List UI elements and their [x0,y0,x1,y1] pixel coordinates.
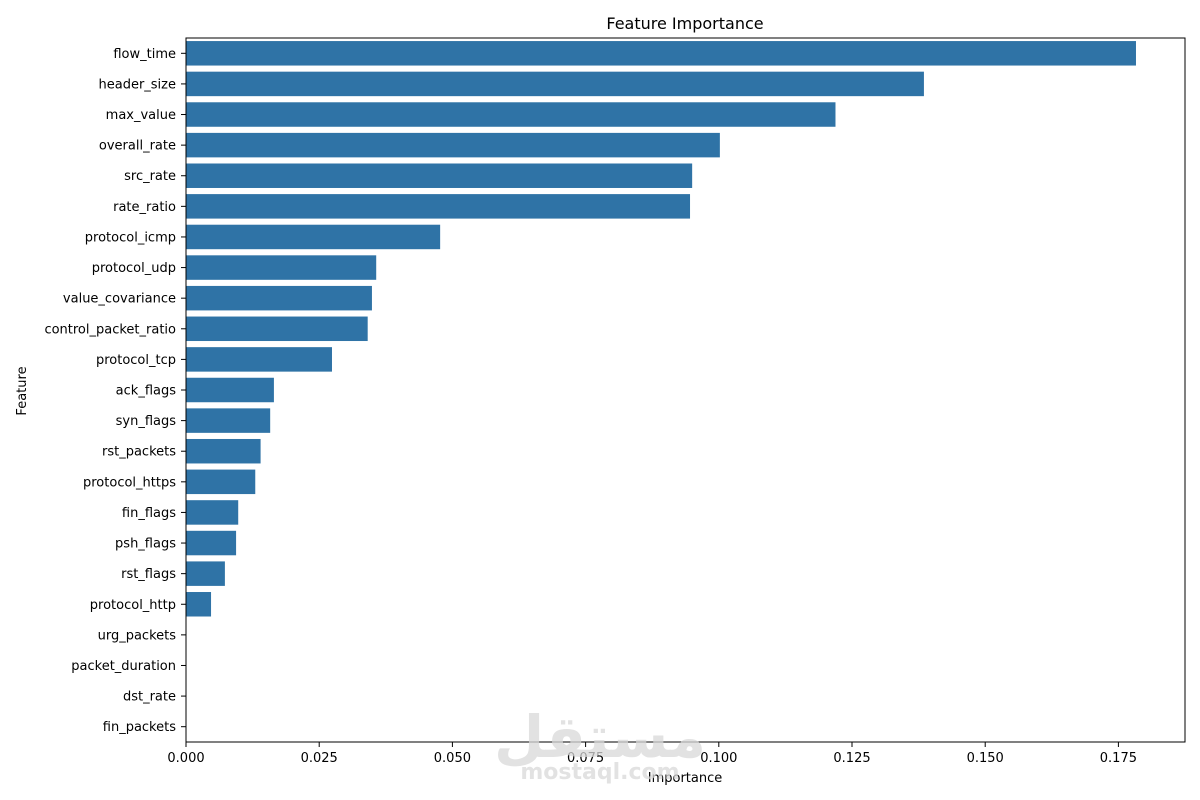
bar-header_size [186,71,924,97]
y-tick-label: fin_packets [103,720,176,735]
y-tick-label: src_rate [124,169,176,184]
x-tick-label: 0.000 [167,751,204,766]
bar-protocol_http [186,592,212,617]
x-tick-label: 0.075 [567,751,604,766]
y-tick-label: control_packet_ratio [44,322,176,337]
chart-title: Feature Importance [606,14,763,33]
y-tick-label: fin_flags [122,506,176,521]
bar-protocol_udp [186,255,377,280]
y-tick-label: rate_ratio [113,200,176,215]
y-tick-label: syn_flags [116,414,177,429]
plot-frame [185,37,1186,743]
bar-overall_rate [186,132,720,158]
y-tick-label: header_size [98,77,176,92]
bar-syn_flags [186,408,271,433]
x-tick-label: 0.150 [967,751,1004,766]
x-tick-label: 0.025 [301,751,338,766]
y-tick-label: flow_time [113,47,176,62]
bar-rate_ratio [186,194,691,219]
watermark-logo: مستقل mostaql.com [494,703,706,785]
y-tick-label: psh_flags [115,537,176,552]
bar-protocol_tcp [186,347,332,372]
y-tick-label: ack_flags [116,384,177,399]
y-tick-label: protocol_https [83,475,176,490]
y-tick-label: urg_packets [98,628,177,643]
bar-protocol_https [186,469,256,495]
x-tick-label: 0.175 [1100,751,1137,766]
y-tick-label: max_value [106,108,176,123]
y-tick-label: protocol_http [90,598,176,613]
watermark-latin: mostaql.com [520,760,679,785]
bars-group [186,41,1136,617]
y-tick-label: protocol_icmp [85,230,176,245]
y-axis-ticks: flow_time header_size max_value overall_rat… [44,47,186,735]
bar-rst_packets [186,438,261,464]
bar-value_covariance [186,285,372,311]
x-tick-label: 0.125 [833,751,870,766]
y-tick-label: rst_flags [121,567,176,582]
y-tick-label: packet_duration [71,659,176,674]
y-tick-label: rst_packets [102,445,176,460]
bar-max_value [186,102,836,127]
y-axis-label: Feature [15,366,30,415]
bar-rst_flags [186,561,225,586]
watermark-arabic: مستقل [494,703,706,771]
bar-fin_flags [186,500,239,525]
bar-src_rate [186,163,693,188]
bar-protocol_icmp [186,224,441,250]
x-tick-label: 0.050 [434,751,471,766]
x-axis-ticks: 0.000 0.025 0.050 0.075 0.100 0.125 0.150 0.175 [167,742,1137,766]
y-tick-label: protocol_udp [92,261,176,276]
y-tick-label: dst_rate [123,690,176,705]
bar-psh_flags [186,530,237,556]
x-tick-label: 0.100 [700,751,737,766]
bar-ack_flags [186,377,274,403]
y-tick-label: overall_rate [99,139,176,154]
y-tick-label: protocol_tcp [96,353,176,368]
y-tick-label: value_covariance [63,292,176,307]
x-axis-label: Importance [648,771,723,786]
bar-control_packet_ratio [186,316,368,342]
bar-flow_time [186,41,1136,66]
